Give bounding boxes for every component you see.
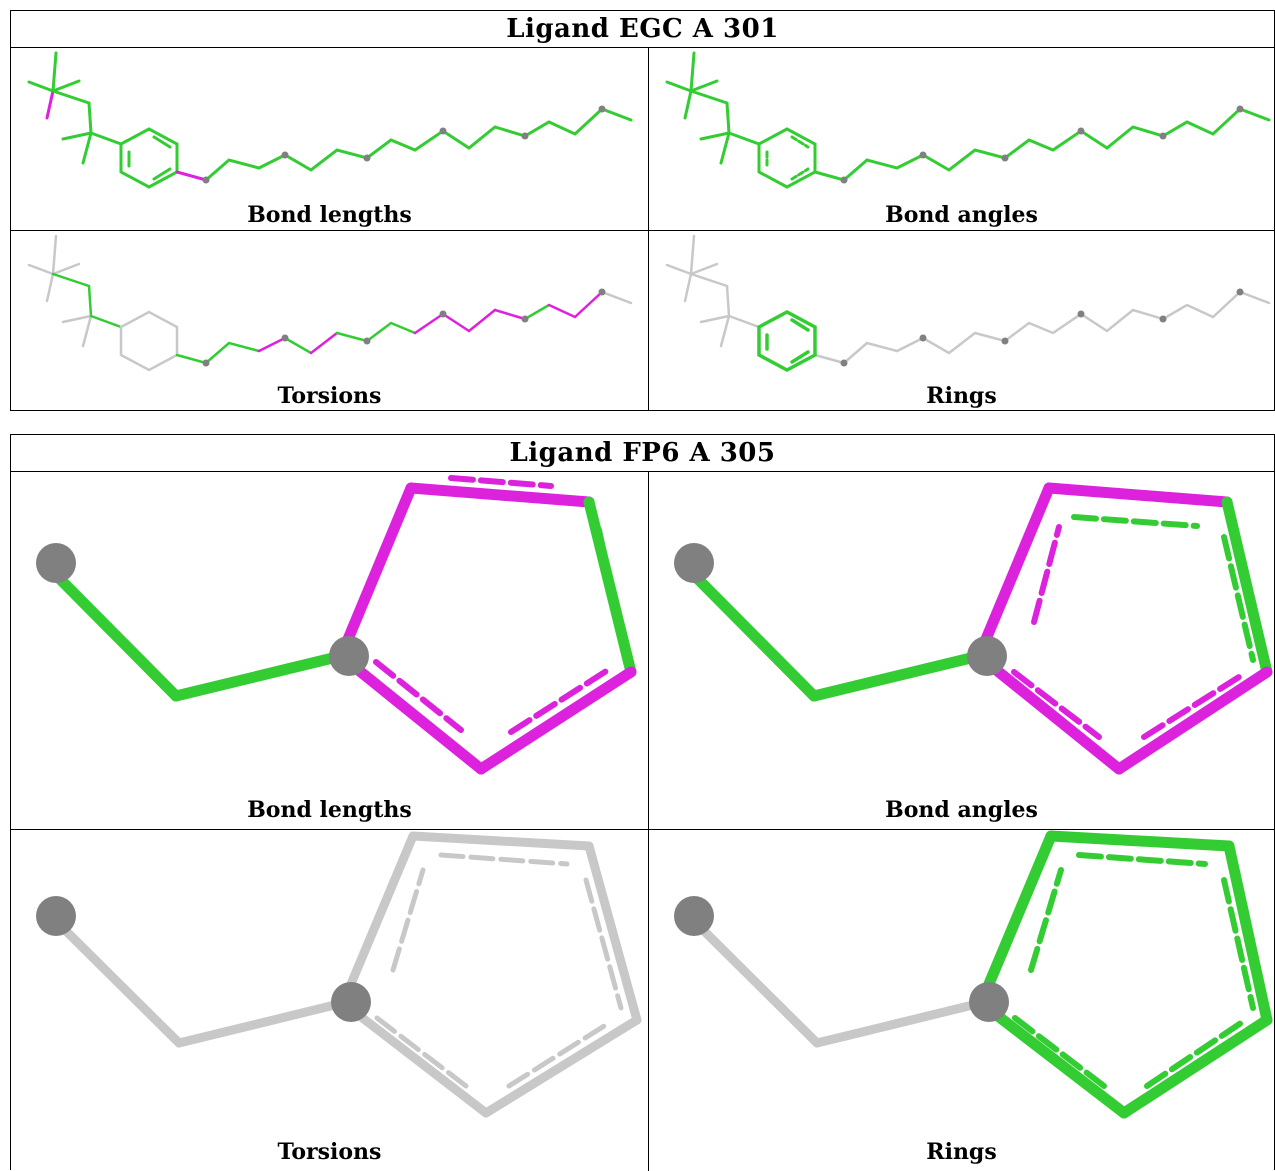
divider xyxy=(648,47,649,411)
egc-bond-lengths-diagram xyxy=(27,51,633,189)
block-title: Ligand FP6 A 305 xyxy=(509,438,776,468)
panel-torsions: Torsions xyxy=(11,231,648,411)
divider xyxy=(648,471,649,1171)
panel-caption: Bond lengths xyxy=(247,202,412,228)
panel-bond-angles: Bond angles xyxy=(649,472,1274,829)
ligand-egc-block: Ligand EGC A 301 xyxy=(10,10,1275,411)
fp6-bond-angles-diagram xyxy=(674,482,1273,775)
egc-rings-diagram xyxy=(665,234,1271,372)
divider xyxy=(11,829,1274,830)
fp6-bond-lengths-diagram xyxy=(36,475,637,775)
divider xyxy=(11,230,1274,231)
panel-bond-lengths: Bond lengths xyxy=(11,472,648,829)
panel-caption: Bond angles xyxy=(885,797,1038,823)
divider xyxy=(11,471,1274,472)
fp6-rings-diagram xyxy=(674,830,1273,1119)
panel-caption: Bond angles xyxy=(885,202,1038,228)
fp6-torsions-diagram xyxy=(36,831,642,1118)
ligand-fp6-block: Ligand FP6 A 305 Bond lengths xyxy=(10,434,1275,1171)
egc-bond-angles-diagram xyxy=(665,51,1271,189)
panel-bond-angles: Bond angles xyxy=(649,48,1274,230)
divider xyxy=(11,47,1274,48)
panel-caption: Rings xyxy=(926,383,997,409)
panel-caption: Rings xyxy=(926,1139,997,1165)
panel-torsions: Torsions xyxy=(11,830,648,1171)
panel-rings: Rings xyxy=(649,231,1274,411)
panel-caption: Torsions xyxy=(277,383,382,409)
panel-rings: Rings xyxy=(649,830,1274,1171)
panel-caption: Bond lengths xyxy=(247,797,412,823)
panel-bond-lengths: Bond lengths xyxy=(11,48,648,230)
egc-torsions-diagram xyxy=(27,234,633,372)
block-title: Ligand EGC A 301 xyxy=(506,14,779,44)
panel-caption: Torsions xyxy=(277,1139,382,1165)
